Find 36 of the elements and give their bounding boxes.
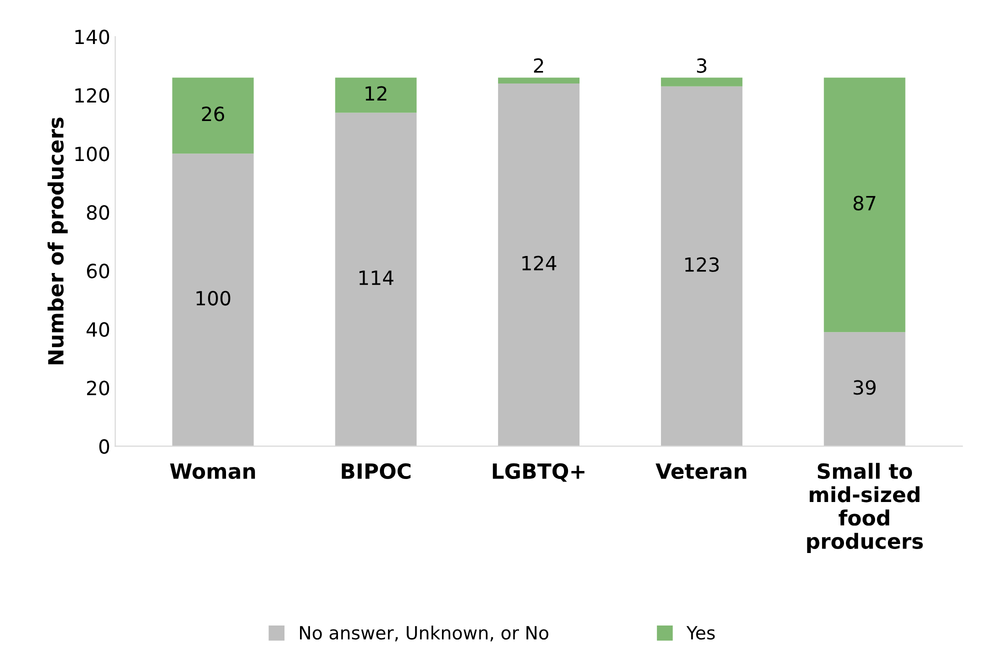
y-tick-label: 20 [87, 380, 110, 396]
y-tick-label: 80 [86, 205, 110, 220]
y-tick-label: 140 [75, 30, 110, 44]
y-tick-label: 120 [75, 88, 110, 103]
y-tick-label: 60 [87, 264, 110, 278]
data-label: 124 [522, 256, 556, 270]
x-tick-label: LGBTQ+ [492, 463, 584, 482]
data-label: 26 [202, 106, 224, 122]
data-label: 3 [696, 58, 706, 73]
bar [660, 86, 742, 446]
data-label: 2 [534, 58, 544, 73]
x-tick-label: BIPOC [342, 463, 411, 480]
bar [498, 83, 580, 446]
bar [498, 78, 580, 84]
bar [172, 78, 254, 154]
legend-label: Yes [686, 626, 715, 640]
y-axis-title: Number of producers [48, 118, 68, 364]
x-tick-label: Veteran [656, 464, 746, 480]
data-label: 39 [854, 380, 876, 395]
bar [824, 332, 906, 446]
y-tick-label: 0 [99, 439, 110, 454]
data-label: 123 [685, 257, 719, 272]
bar [335, 112, 417, 446]
bar [335, 78, 417, 113]
bar [824, 78, 906, 332]
data-label: 114 [359, 270, 394, 285]
bar [660, 78, 742, 86]
data-label: 100 [196, 290, 230, 306]
data-label: 12 [366, 86, 386, 101]
legend-label: No answer, Unknown, or No [300, 626, 548, 642]
x-tick-label: Woman [170, 464, 255, 480]
x-tick-label: Small to mid-sized food producers [807, 462, 923, 554]
bar [172, 154, 254, 446]
y-tick-label: 40 [86, 322, 110, 337]
y-tick-label: 100 [75, 146, 110, 162]
data-label: 87 [854, 196, 876, 210]
